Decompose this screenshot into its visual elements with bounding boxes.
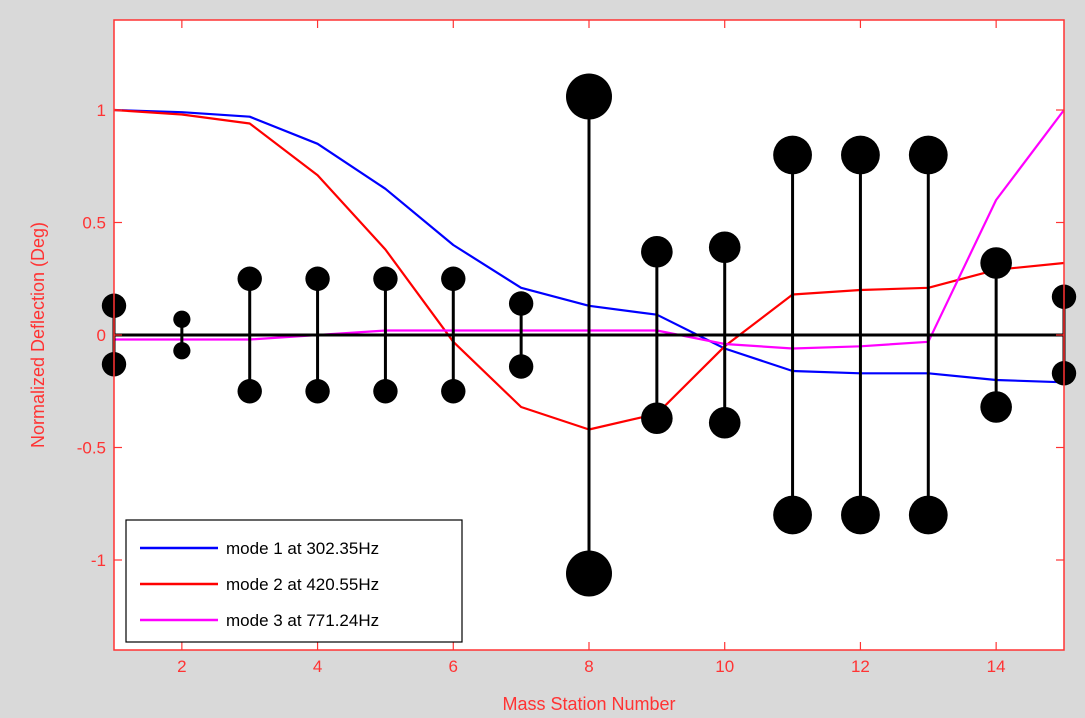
station-marker-bottom [441, 379, 466, 404]
legend-item-mode-3: mode 3 at 771.24Hz [140, 611, 379, 630]
mass-station-11 [773, 135, 812, 535]
legend-label: mode 2 at 420.55Hz [226, 575, 379, 594]
station-marker-top [708, 231, 741, 264]
y-tick-label: 0.5 [82, 214, 106, 233]
station-marker-top [908, 135, 948, 175]
station-marker-bottom [980, 391, 1012, 423]
mass-station-14 [980, 247, 1012, 423]
x-axis-label: Mass Station Number [502, 694, 675, 714]
legend: mode 1 at 302.35Hz mode 2 at 420.55Hz mode… [125, 519, 463, 643]
ticks-layer: 2 4 6 8 10 12 14 -1 -0.5 0 0.5 1 [77, 20, 1064, 676]
stations-layer [101, 73, 1077, 597]
legend-item-mode-2: mode 2 at 420.55Hz [140, 575, 379, 594]
x-tick-label: 12 [851, 657, 870, 676]
station-marker-top [508, 291, 534, 316]
mass-station-3 [237, 266, 262, 404]
legend-label: mode 3 at 771.24Hz [226, 611, 379, 630]
station-marker-top [173, 310, 191, 328]
x-tick-label: 2 [177, 657, 186, 676]
station-marker-bottom [173, 342, 191, 360]
x-tick-label: 4 [313, 657, 322, 676]
station-marker-bottom [508, 354, 534, 379]
mass-station-5 [373, 266, 398, 404]
station-marker-bottom [908, 495, 948, 535]
station-marker-top [441, 266, 466, 291]
y-tick-label: -0.5 [77, 439, 106, 458]
station-marker-bottom [841, 495, 880, 535]
y-tick-label: 0 [97, 326, 106, 345]
station-marker-top [237, 266, 262, 291]
x-tick-label: 10 [715, 657, 734, 676]
station-marker-top [773, 135, 812, 175]
station-marker-bottom [237, 379, 262, 404]
station-marker-bottom [305, 379, 330, 404]
y-axis-label: Normalized Deflection (Deg) [28, 222, 48, 448]
station-marker-bottom [566, 550, 612, 597]
station-marker-top [841, 135, 880, 175]
y-tick-label: 1 [97, 101, 106, 120]
station-marker-bottom [708, 406, 741, 439]
station-marker-top [566, 73, 612, 120]
legend-box [125, 519, 463, 643]
x-tick-label: 14 [987, 657, 1006, 676]
station-marker-top [373, 266, 398, 291]
station-marker-top [641, 235, 673, 268]
station-marker-top [980, 247, 1012, 279]
mass-station-2 [173, 310, 191, 360]
station-marker-bottom [641, 402, 673, 435]
legend-label: mode 1 at 302.35Hz [226, 539, 379, 558]
station-marker-bottom [773, 495, 812, 535]
x-tick-label: 8 [584, 657, 593, 676]
station-marker-bottom [373, 379, 398, 404]
x-tick-label: 6 [449, 657, 458, 676]
station-marker-top [305, 266, 330, 291]
mass-station-13 [908, 135, 948, 535]
y-tick-label: -1 [91, 551, 106, 570]
legend-item-mode-1: mode 1 at 302.35Hz [140, 539, 379, 558]
